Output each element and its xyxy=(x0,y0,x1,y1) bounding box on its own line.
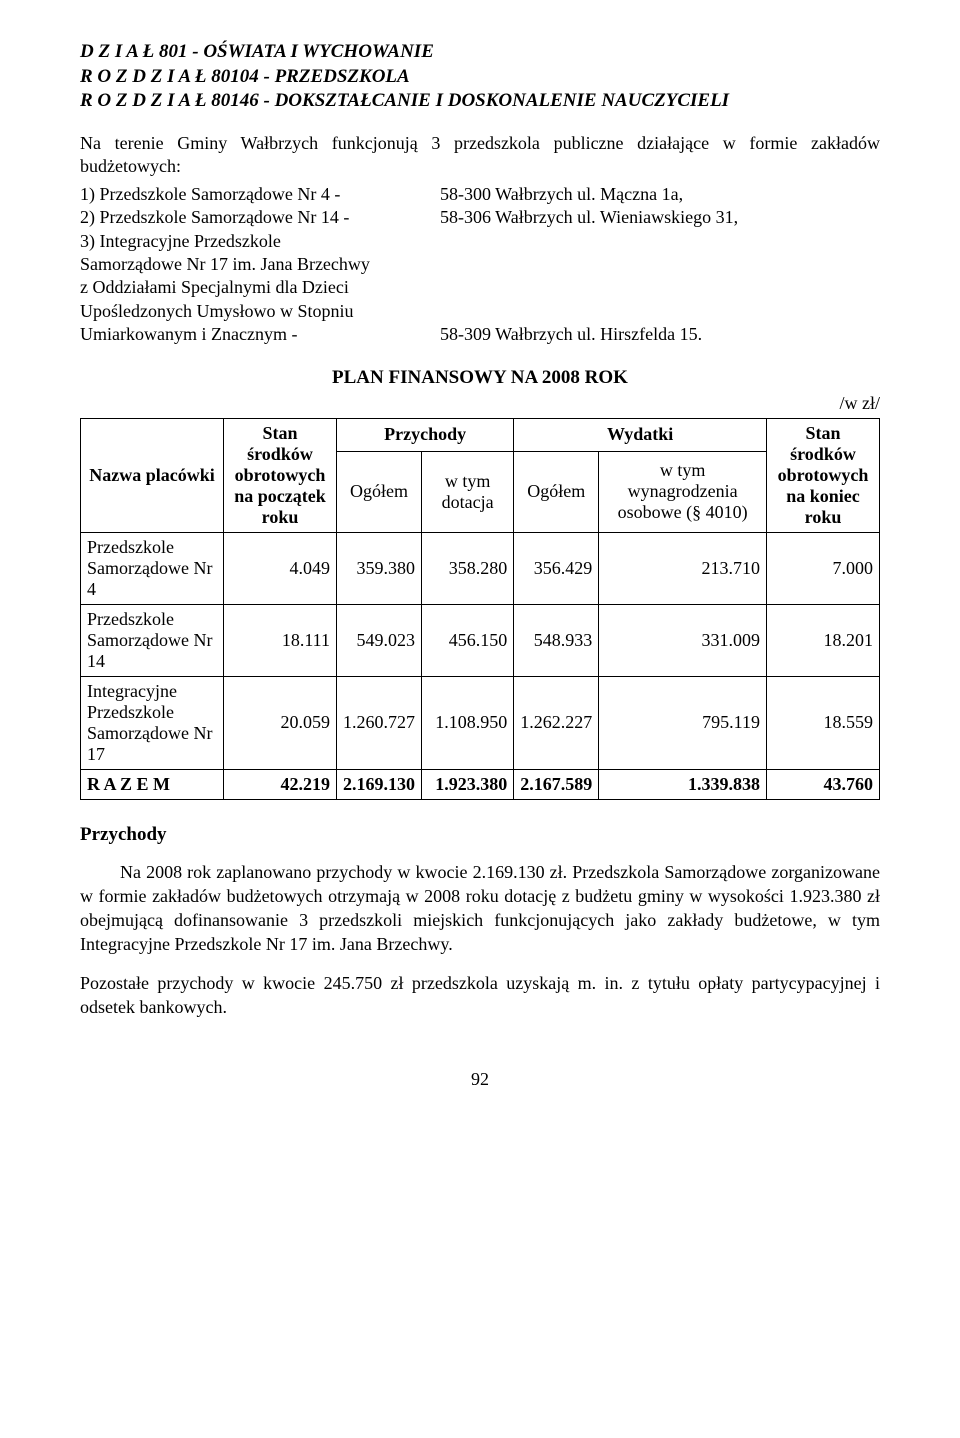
heading-dzial: D Z I A Ł 801 - OŚWIATA I WYCHOWANIE xyxy=(80,40,880,65)
cell-total-stan-k: 43.760 xyxy=(767,769,880,799)
list-item-3-line-1: 3) Integracyjne Przedszkole xyxy=(80,230,440,253)
cell-p-og: 549.023 xyxy=(337,604,422,676)
cell-w-wyn: 795.119 xyxy=(599,676,767,769)
cell-w-og: 1.262.227 xyxy=(514,676,599,769)
th-wydatki: Wydatki xyxy=(514,418,767,452)
heading-rozdzial-2: R O Z D Z I A Ł 80146 - DOKSZTAŁCANIE I … xyxy=(80,89,880,114)
cell-stan-k: 18.559 xyxy=(767,676,880,769)
list-item-1-right: 58-300 Wałbrzych ul. Mączna 1a, xyxy=(440,183,880,206)
th-przychody-dotacja: w tym dotacja xyxy=(422,452,514,532)
list-item-2-right: 58-306 Wałbrzych ul. Wieniawskiego 31, xyxy=(440,206,880,229)
cell-p-dot: 456.150 xyxy=(422,604,514,676)
th-nazwa: Nazwa placówki xyxy=(81,418,224,532)
cell-p-og: 1.260.727 xyxy=(337,676,422,769)
cell-name: Integracyjne Przedszkole Samorządowe Nr … xyxy=(81,676,224,769)
th-przychody: Przychody xyxy=(337,418,514,452)
cell-total-name: R A Z E M xyxy=(81,769,224,799)
cell-total-stan-p: 42.219 xyxy=(224,769,337,799)
cell-total-p-og: 2.169.130 xyxy=(337,769,422,799)
page-number: 92 xyxy=(80,1069,880,1090)
list-item-3-line-5-right: 58-309 Wałbrzych ul. Hirszfelda 15. xyxy=(440,323,880,346)
table-row: Przedszkole Samorządowe Nr 14 18.111 549… xyxy=(81,604,880,676)
list-item-3-line-4: Upośledzonych Umysłowo w Stopniu xyxy=(80,300,880,323)
cell-stan-p: 4.049 xyxy=(224,532,337,604)
cell-total-p-dot: 1.923.380 xyxy=(422,769,514,799)
list-item-1-left: 1) Przedszkole Samorządowe Nr 4 - xyxy=(80,183,440,206)
przychody-heading: Przychody xyxy=(80,824,880,846)
table-row: Integracyjne Przedszkole Samorządowe Nr … xyxy=(81,676,880,769)
th-wydatki-wynagrodzenia: w tym wynagrodzenia osobowe (§ 4010) xyxy=(599,452,767,532)
intro-text: Na terenie Gminy Wałbrzych funkcjonują 3… xyxy=(80,132,880,179)
cell-name: Przedszkole Samorządowe Nr 4 xyxy=(81,532,224,604)
heading-rozdzial-1: R O Z D Z I A Ł 80104 - PRZEDSZKOLA xyxy=(80,65,880,90)
th-przychody-ogolem: Ogółem xyxy=(337,452,422,532)
body-paragraph-2: Pozostałe przychody w kwocie 245.750 zł … xyxy=(80,971,880,1020)
cell-p-dot: 358.280 xyxy=(422,532,514,604)
plan-title: PLAN FINANSOWY NA 2008 ROK xyxy=(80,367,880,389)
list-item-3-line-3: z Oddziałami Specjalnymi dla Dzieci xyxy=(80,276,880,299)
list-item-2-left: 2) Przedszkole Samorządowe Nr 14 - xyxy=(80,206,440,229)
list-item-3-line-2: Samorządowe Nr 17 im. Jana Brzechwy xyxy=(80,253,880,276)
cell-total-w-wyn: 1.339.838 xyxy=(599,769,767,799)
cell-w-og: 548.933 xyxy=(514,604,599,676)
cell-total-w-og: 2.167.589 xyxy=(514,769,599,799)
cell-stan-p: 18.111 xyxy=(224,604,337,676)
th-stan-koniec: Stan środków obrotowych na koniec roku xyxy=(767,418,880,532)
cell-name: Przedszkole Samorządowe Nr 14 xyxy=(81,604,224,676)
cell-stan-p: 20.059 xyxy=(224,676,337,769)
cell-w-wyn: 331.009 xyxy=(599,604,767,676)
cell-w-wyn: 213.710 xyxy=(599,532,767,604)
preschool-list: 1) Przedszkole Samorządowe Nr 4 - 58-300… xyxy=(80,183,880,347)
cell-w-og: 356.429 xyxy=(514,532,599,604)
th-wydatki-ogolem: Ogółem xyxy=(514,452,599,532)
currency-unit: /w zł/ xyxy=(80,393,880,414)
cell-p-og: 359.380 xyxy=(337,532,422,604)
table-row-total: R A Z E M 42.219 2.169.130 1.923.380 2.1… xyxy=(81,769,880,799)
th-stan-poczatek: Stan środków obrotowych na początek roku xyxy=(224,418,337,532)
table-row: Przedszkole Samorządowe Nr 4 4.049 359.3… xyxy=(81,532,880,604)
page: D Z I A Ł 801 - OŚWIATA I WYCHOWANIE R O… xyxy=(0,0,960,1438)
list-item-3-line-5-left: Umiarkowanym i Znacznym - xyxy=(80,323,440,346)
cell-p-dot: 1.108.950 xyxy=(422,676,514,769)
body-paragraph-1: Na 2008 rok zaplanowano przychody w kwoc… xyxy=(80,860,880,957)
financial-plan-table: Nazwa placówki Stan środków obrotowych n… xyxy=(80,418,880,800)
cell-stan-k: 7.000 xyxy=(767,532,880,604)
cell-stan-k: 18.201 xyxy=(767,604,880,676)
